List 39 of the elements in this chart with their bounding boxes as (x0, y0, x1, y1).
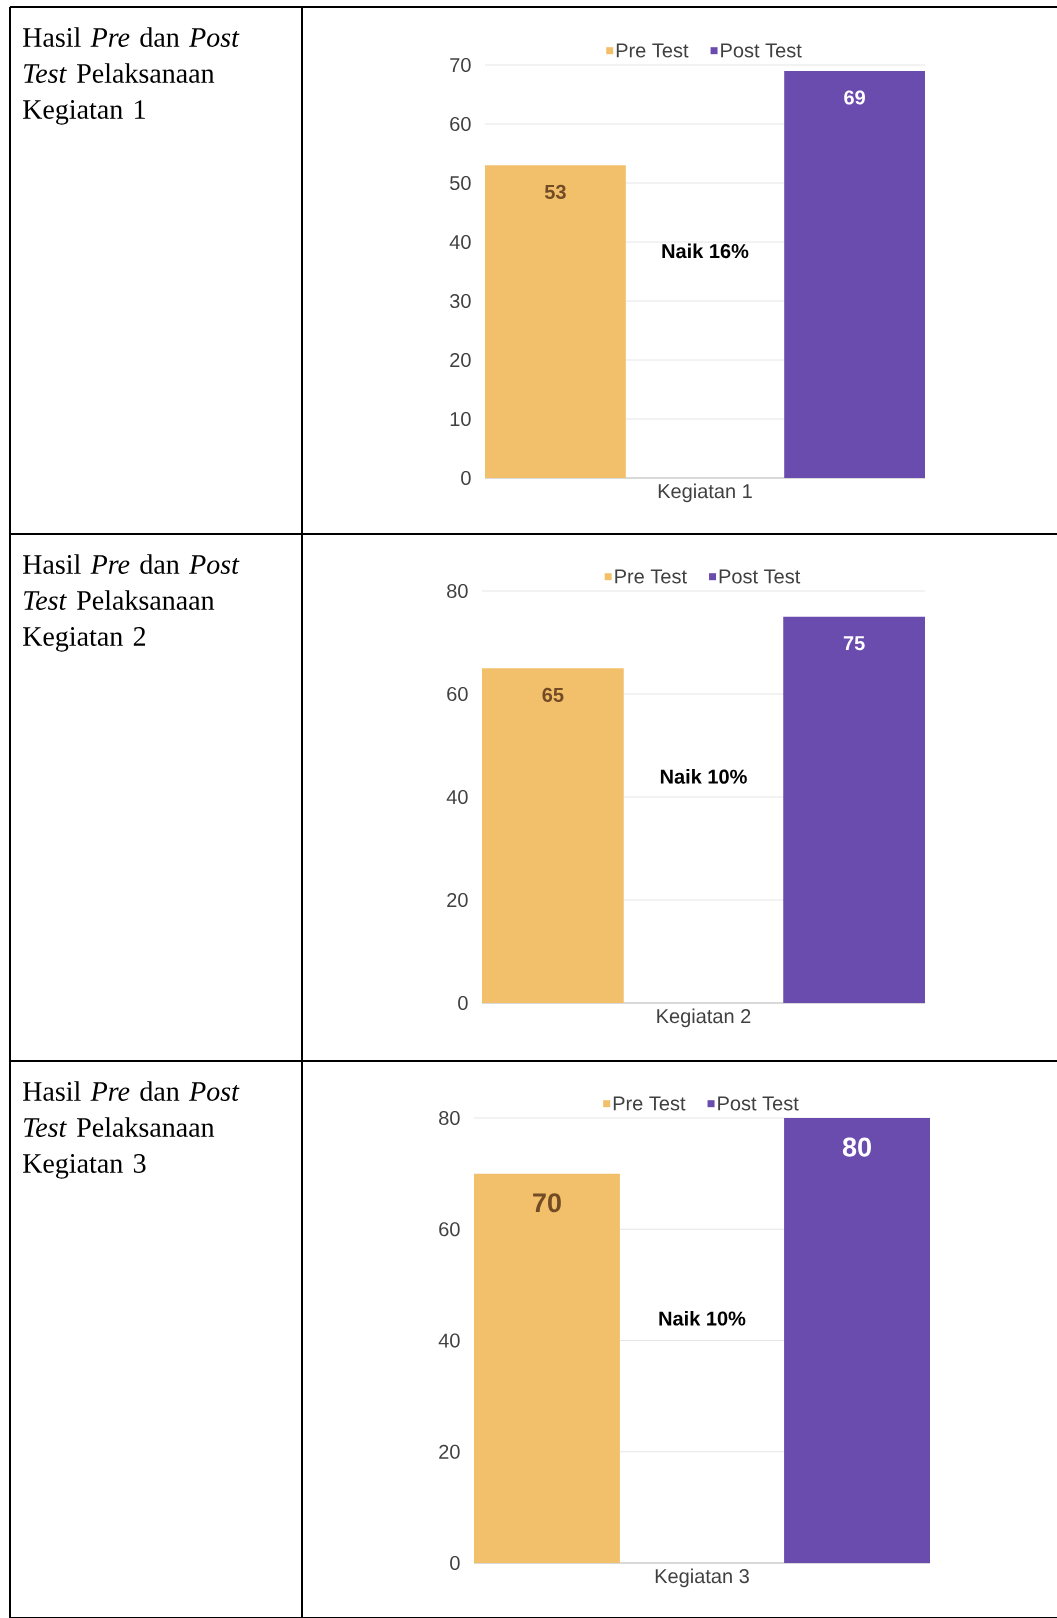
data-label: 69 (844, 90, 865, 105)
y-tick-label: 40 (438, 1333, 460, 1348)
chart-title: Hasil Pre dan Post Test Pelaksanaan Kegiatan 2 (23, 554, 240, 652)
x-tick-label: Kegiatan 2 (657, 1008, 751, 1028)
x-tick-label: Kegiatan 1 (658, 483, 752, 503)
x-tick-label: Kegiatan 3 (655, 1568, 749, 1588)
y-tick-label: 20 (439, 1444, 460, 1459)
data-label: 53 (544, 184, 566, 200)
legend-label: Post Test (718, 1096, 799, 1111)
y-tick-label: 60 (447, 686, 468, 702)
y-tick-label: 40 (446, 789, 468, 805)
chart-title: Hasil Pre dan Post Test Pelaksanaan Kegiatan 3 (23, 1081, 240, 1179)
y-tick-label: 80 (447, 583, 468, 599)
legend-label: Post Test (721, 43, 802, 58)
legend-label: Post Test (719, 569, 801, 584)
data-label: 80 (842, 1137, 871, 1157)
data-label: 65 (542, 687, 564, 702)
y-tick-label: 20 (447, 892, 468, 908)
legend-label: Pre Test (616, 43, 689, 58)
legend-label: Pre Test (613, 1096, 686, 1111)
y-tick-label: 60 (439, 1222, 460, 1237)
annotation: Naik 16% (662, 243, 749, 259)
chart-title: Hasil Pre dan Post Test Pelaksanaan Kegiatan 1 (23, 27, 240, 125)
annotation: Naik 10% (660, 769, 747, 784)
y-tick-label: 0 (458, 995, 468, 1011)
legend-label: Pre Test (615, 569, 687, 584)
y-tick-label: 60 (450, 116, 471, 132)
y-tick-label: 20 (450, 352, 471, 368)
y-tick-label: 80 (439, 1110, 460, 1126)
y-tick-label: 0 (461, 470, 471, 486)
y-tick-label: 50 (450, 175, 471, 191)
y-tick-label: 40 (449, 234, 471, 250)
data-label: 70 (533, 1193, 561, 1213)
y-tick-label: 70 (450, 57, 471, 73)
y-tick-label: 30 (449, 293, 471, 309)
y-tick-label: 0 (450, 1555, 460, 1571)
data-label: 75 (843, 636, 865, 651)
y-tick-label: 10 (450, 411, 471, 427)
annotation: Naik 10% (659, 1310, 746, 1326)
